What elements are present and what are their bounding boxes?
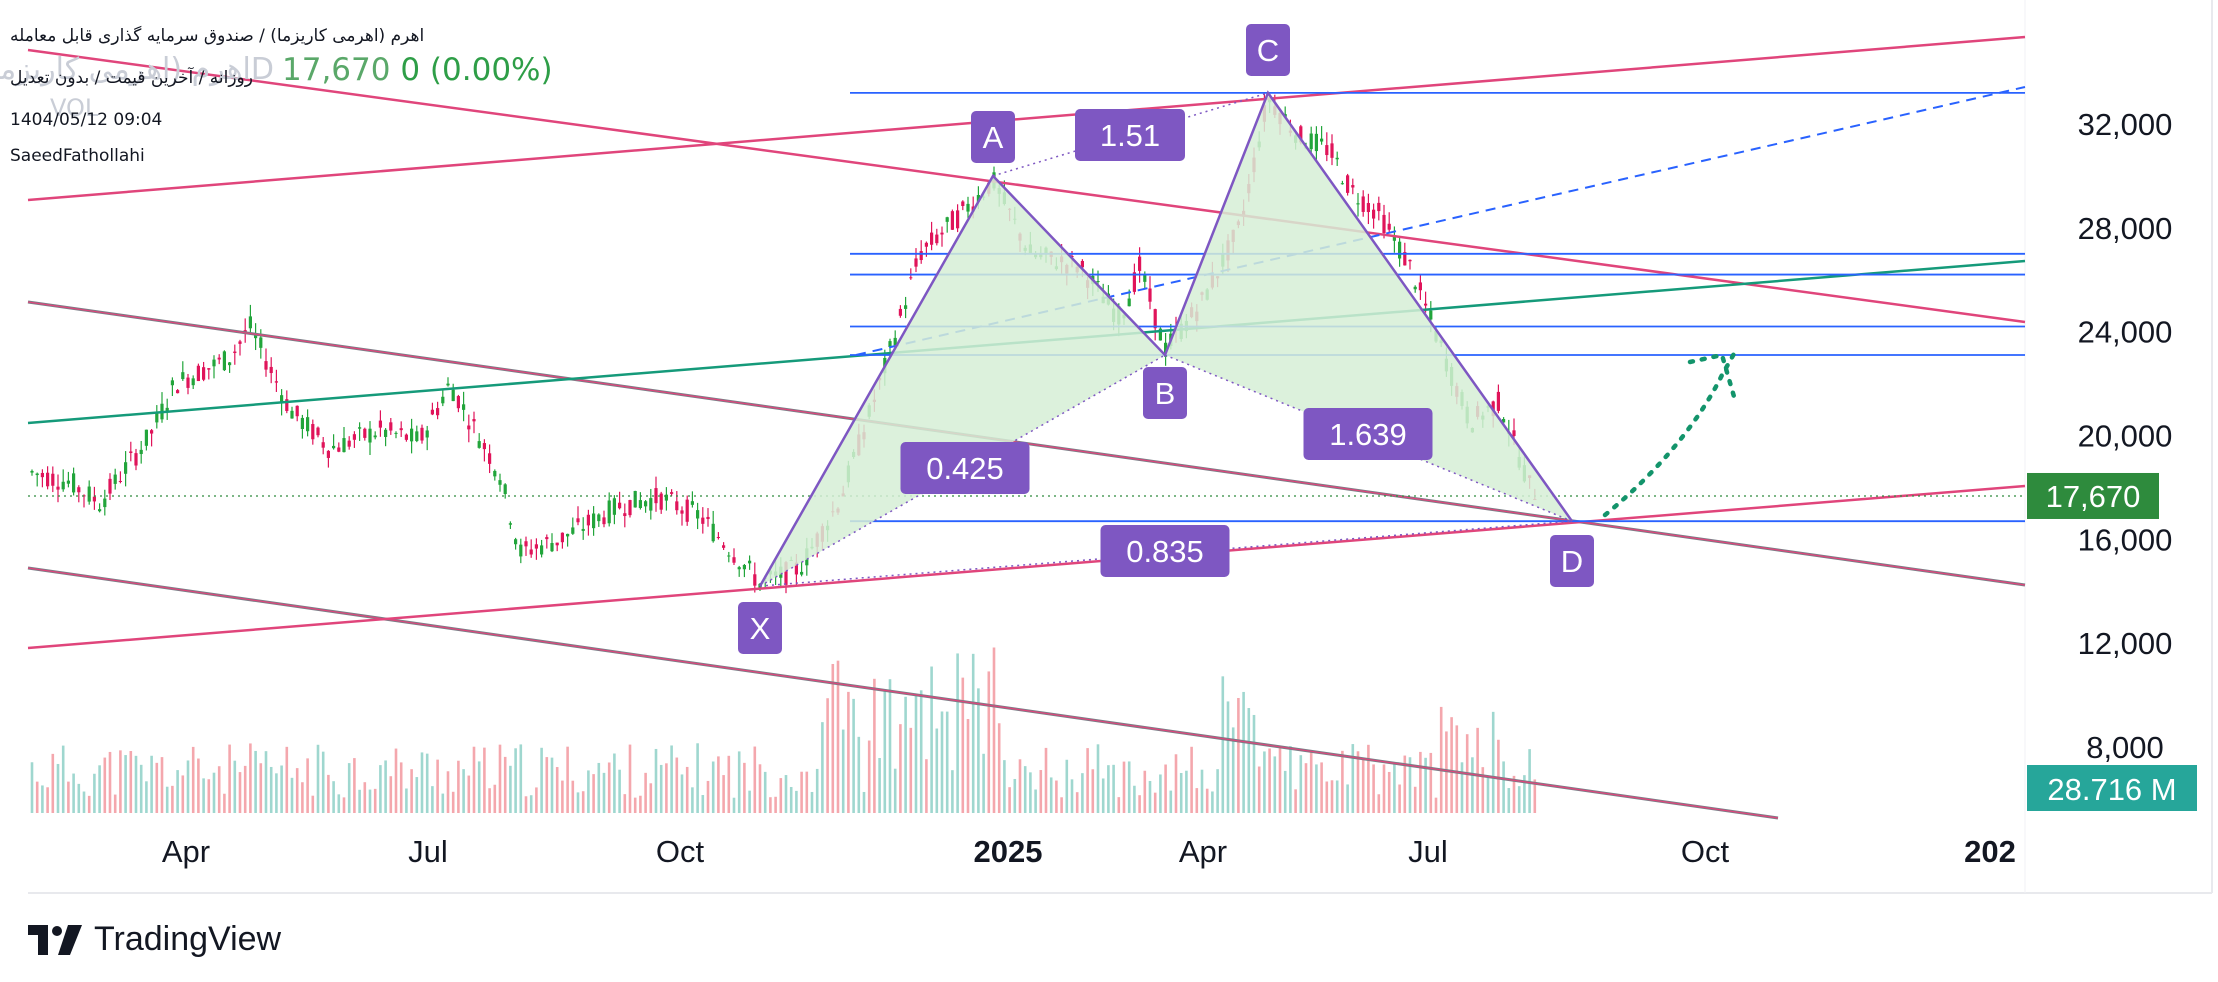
volume-badge: 28.716 M (2027, 765, 2197, 811)
time-tick-label: 202 (1964, 834, 2016, 869)
volume-bars (30, 647, 1537, 813)
pink-upper-falling-line (27, 48, 2026, 324)
price-tick-label: 32,000 (2078, 107, 2173, 142)
time-tick-label: Oct (656, 834, 705, 869)
time-tick-label: Apr (1179, 834, 1227, 869)
time-tick-label: Jul (408, 834, 448, 869)
pink-lower-rising-line (27, 484, 2026, 650)
pink-upper-rising-line (27, 35, 2026, 202)
pattern-point-badge (1550, 535, 1594, 587)
pink-lower-falling-line (27, 567, 1779, 819)
harmonic-pattern: 1.51 0.425 1.639 0.835 X A B C D (738, 24, 1594, 654)
time-axis: Apr Jul Oct 2025 Apr Jul Oct 202 (162, 834, 2016, 869)
time-tick-label: 2025 (974, 834, 1043, 869)
harmonic-ratio-line (1164, 354, 1573, 522)
ratio-label: 0.835 (1126, 534, 1204, 569)
price-tick-label: 20,000 (2078, 419, 2173, 454)
ratio-badge (1100, 525, 1230, 577)
ratio-label: 1.639 (1329, 417, 1407, 452)
time-tick-label: Apr (162, 834, 210, 869)
pattern-point-label: C (1257, 33, 1279, 68)
price-tick-label: 16,000 (2078, 522, 2173, 557)
ratio-label: 0.425 (926, 451, 1004, 486)
blue-dashed-rising-line (855, 86, 2026, 356)
last-price-badge: 17,670 (2027, 472, 2159, 519)
ghost-symbol: اهرم (اهرمی کاریزما) 1D (0, 52, 274, 87)
pattern-point-badge (738, 602, 782, 654)
ratio-badge (1303, 408, 1433, 460)
ratio-label: 1.51 (1100, 118, 1160, 153)
tradingview-logo[interactable]: TradingView (28, 920, 281, 959)
pattern-point-label: X (750, 611, 771, 646)
tradingview-logo-icon (28, 924, 82, 955)
brand-name: TradingView (94, 920, 282, 958)
pattern-point-label: A (983, 120, 1004, 155)
price-change: 0 (0.00%) (400, 52, 553, 88)
xab-triangle (760, 175, 1165, 587)
chart-author: SaeedFathollahi (10, 146, 145, 166)
last-price-label: 17,670 (2046, 479, 2141, 514)
chart-title: اهرم (اهرمی کاریزما) / صندوق سرمایه گذار… (10, 26, 425, 46)
pattern-point-label: B (1155, 376, 1176, 411)
chart-subtitle: روزانه / آخرین قیمت / بدون تعدیل (10, 68, 253, 88)
pattern-point-badge (1143, 367, 1187, 419)
time-tick-label: Jul (1408, 834, 1448, 869)
price-tick-label: 12,000 (2078, 626, 2173, 661)
ratio-badge (1075, 109, 1185, 161)
projection-arrow (1602, 349, 1738, 518)
price-value: 17,670 (282, 52, 391, 88)
chart-datetime: 1404/05/12 09:04 (10, 110, 163, 130)
trend-lines (27, 35, 2026, 820)
time-tick-label: Oct (1681, 834, 1730, 869)
ratio-badge (900, 442, 1030, 494)
price-tick-label: 28,000 (2078, 211, 2173, 246)
volume-label: 28.716 M (2047, 772, 2176, 807)
price-tick-label: 24,000 (2078, 315, 2173, 350)
ghost-volume-label: VOL (50, 94, 99, 122)
pattern-point-label: D (1561, 544, 1583, 579)
bcd-triangle (1165, 92, 1572, 522)
pattern-point-badge (971, 111, 1015, 163)
price-tick-label: 8,000 (2086, 730, 2164, 765)
harmonic-ratio-line (759, 520, 1573, 587)
pattern-point-badge (1246, 24, 1290, 76)
price-axis: 32,000 28,000 24,000 20,000 16,000 12,000 8,00… (2078, 107, 2173, 765)
ticker-price: اهرم (اهرمی کاریزما) 1D 17,670 0 (0.00%) (0, 52, 553, 88)
